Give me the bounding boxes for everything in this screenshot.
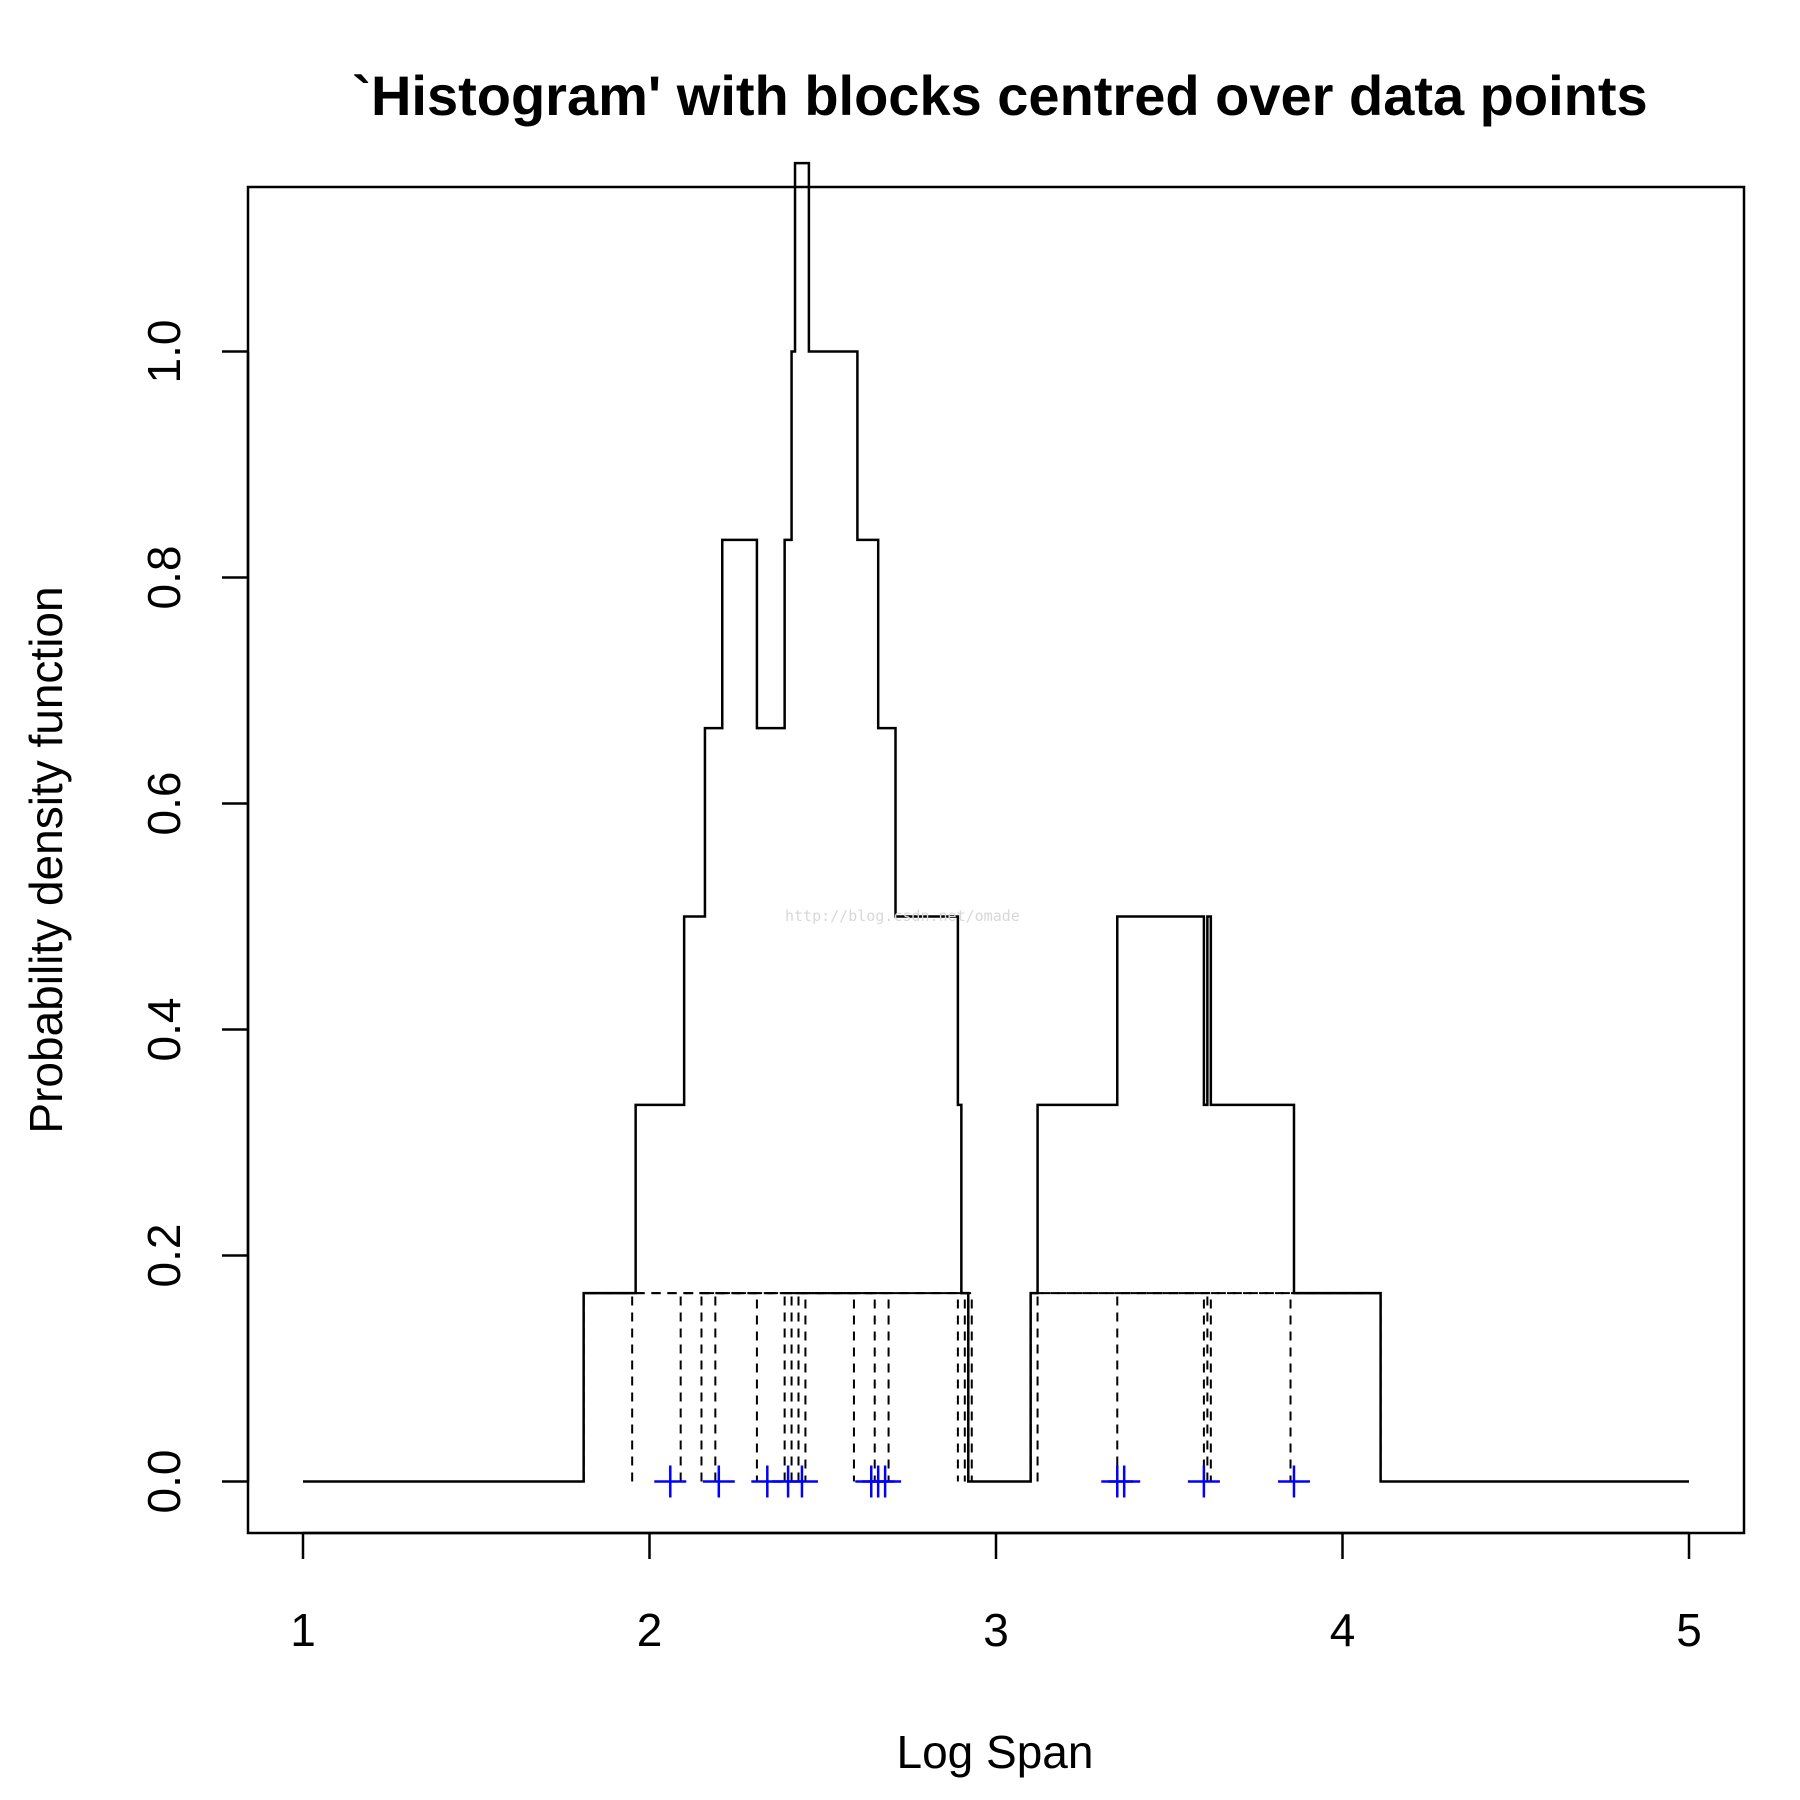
block-outline	[1206, 1292, 1382, 1482]
block-outline	[714, 1292, 890, 1482]
y-tick-label: 0.4	[138, 998, 190, 1062]
x-tick-label: 4	[1330, 1604, 1356, 1656]
block-outline	[582, 1292, 758, 1482]
block-outline	[1036, 1292, 1212, 1482]
block-outline	[797, 1292, 973, 1482]
chart-title: `Histogram' with blocks centred over dat…	[352, 64, 1647, 127]
density-step-line	[303, 161, 1689, 1483]
block-outline	[783, 1292, 959, 1482]
x-tick-label: 2	[637, 1604, 663, 1656]
x-tick-label: 1	[290, 1604, 316, 1656]
block-outline	[679, 1292, 855, 1482]
block-outline	[1116, 1292, 1292, 1482]
y-axis-label: Probability density function	[20, 586, 72, 1133]
x-axis-label: Log Span	[897, 1726, 1094, 1778]
density-line	[303, 161, 1689, 1483]
individual-blocks	[582, 1292, 1382, 1482]
y-tick-label: 0.8	[138, 546, 190, 610]
block-outline	[790, 1292, 966, 1482]
block-outline	[631, 1292, 807, 1482]
x-tick-label: 3	[983, 1604, 1009, 1656]
watermark: http://blog.csdn.net/omade	[785, 907, 1020, 925]
block-outline	[700, 1292, 876, 1482]
y-tick-label: 0.6	[138, 772, 190, 836]
y-tick-label: 1.0	[138, 320, 190, 384]
axis-ticks: 1 2 3 4 5 0.0 0.2 0.4 0.6 0.8 1.0	[138, 320, 1702, 1656]
x-tick-label: 5	[1676, 1604, 1702, 1656]
data-point-rug	[654, 1465, 1310, 1498]
y-tick-label: 0.0	[138, 1450, 190, 1514]
block-outline	[1029, 1292, 1205, 1482]
plot-frame	[246, 185, 1746, 1535]
y-tick-label: 0.2	[138, 1224, 190, 1288]
